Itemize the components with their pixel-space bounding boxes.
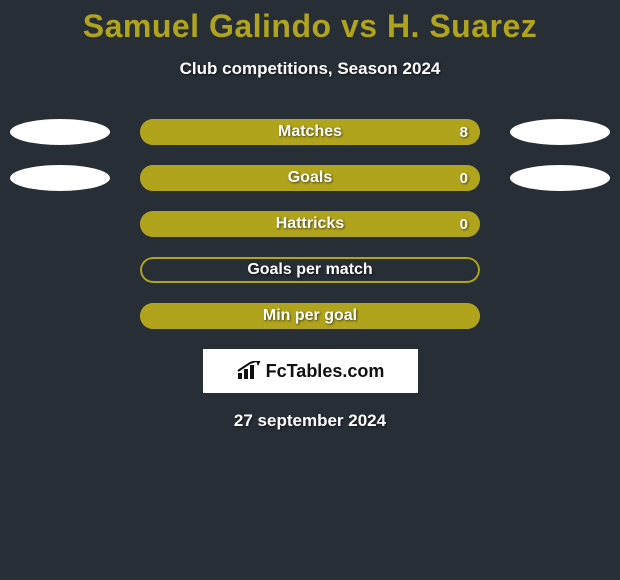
stat-row: Min per goal	[0, 303, 620, 329]
stat-bar: Hattricks0	[140, 211, 480, 237]
stat-value-right: 0	[460, 211, 468, 237]
right-value-ellipse	[510, 165, 610, 191]
brand-chart-icon	[236, 361, 262, 381]
stat-value-right: 0	[460, 165, 468, 191]
stat-bar: Min per goal	[140, 303, 480, 329]
stat-bar: Goals per match	[140, 257, 480, 283]
stat-bar: Goals0	[140, 165, 480, 191]
brand-badge: FcTables.com	[203, 349, 418, 393]
left-value-ellipse	[10, 119, 110, 145]
subtitle: Club competitions, Season 2024	[0, 59, 620, 79]
stat-label: Hattricks	[140, 211, 480, 237]
stat-row: Goals0	[0, 165, 620, 191]
stat-row: Goals per match	[0, 257, 620, 283]
date-line: 27 september 2024	[0, 411, 620, 431]
brand-text: FcTables.com	[266, 361, 385, 382]
page-title: Samuel Galindo vs H. Suarez	[0, 0, 620, 45]
stat-label: Goals per match	[140, 257, 480, 283]
stats-container: Matches8Goals0Hattricks0Goals per matchM…	[0, 119, 620, 329]
left-value-ellipse	[10, 165, 110, 191]
stat-row: Matches8	[0, 119, 620, 145]
stat-label: Min per goal	[140, 303, 480, 329]
stat-label: Matches	[140, 119, 480, 145]
stat-row: Hattricks0	[0, 211, 620, 237]
stat-bar: Matches8	[140, 119, 480, 145]
stat-label: Goals	[140, 165, 480, 191]
right-value-ellipse	[510, 119, 610, 145]
stat-value-right: 8	[460, 119, 468, 145]
